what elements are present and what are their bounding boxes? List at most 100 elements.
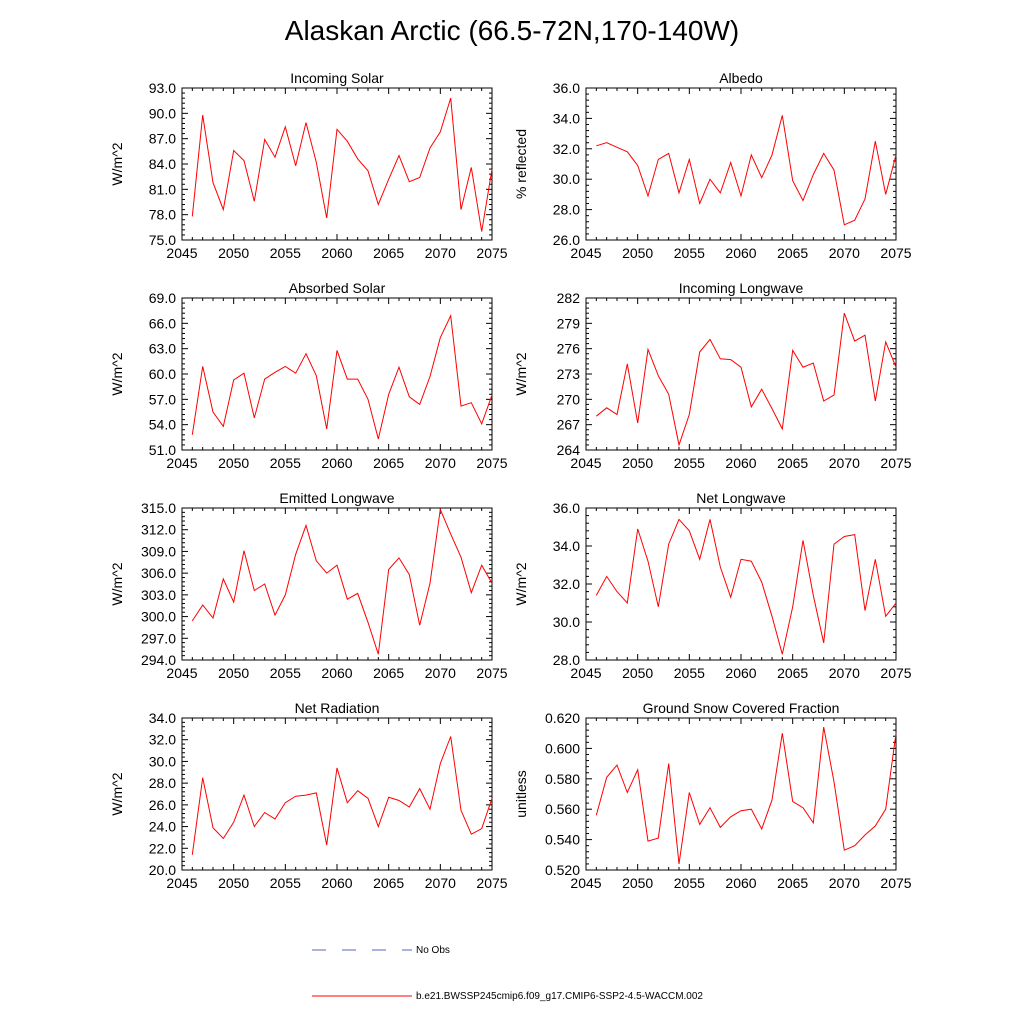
x-tick-label: 2075 xyxy=(880,245,911,261)
series-line-1 xyxy=(191,97,493,232)
series-line-1 xyxy=(191,507,493,655)
x-tick-label: 2060 xyxy=(725,245,756,261)
panel-6: Net Longwave W/m^2 2045 2050 2055 2060 2065 207… xyxy=(513,490,912,681)
y-axis-label: W/m^2 xyxy=(109,142,125,185)
y-tick-label: 34.0 xyxy=(553,110,580,126)
y-tick-label: 20.0 xyxy=(149,862,176,878)
figure-title: Alaskan Arctic (66.5-72N,170-140W) xyxy=(285,15,739,46)
x-tick-label: 2075 xyxy=(880,665,911,681)
y-tick-label: 0.600 xyxy=(545,740,580,756)
y-tick-label: 273 xyxy=(557,366,581,382)
y-tick-label: 0.520 xyxy=(545,862,580,878)
x-tick-label: 2070 xyxy=(829,245,860,261)
x-tick-label: 2070 xyxy=(425,665,456,681)
x-tick-label: 2070 xyxy=(829,875,860,891)
panel-title: Absorbed Solar xyxy=(289,280,386,296)
y-tick-label: 276 xyxy=(557,341,581,357)
panel-title: Incoming Solar xyxy=(290,70,384,86)
series-line-1 xyxy=(191,736,493,855)
x-tick-label: 2045 xyxy=(166,665,197,681)
x-tick-label: 2075 xyxy=(476,245,507,261)
y-tick-label: 30.0 xyxy=(149,753,176,769)
y-axis-label: W/m^2 xyxy=(513,352,529,395)
y-tick-label: 75.0 xyxy=(149,232,176,248)
y-axis-label: W/m^2 xyxy=(109,562,125,605)
y-tick-label: 0.560 xyxy=(545,801,580,817)
y-tick-label: 51.0 xyxy=(149,442,176,458)
y-tick-label: 303.0 xyxy=(141,587,176,603)
x-tick-label: 2075 xyxy=(476,455,507,471)
x-tick-label: 2070 xyxy=(425,875,456,891)
panel-3: Absorbed Solar W/m^2 2045 2050 2055 2060 2065 2… xyxy=(109,280,508,471)
panel-frame xyxy=(585,507,897,661)
y-tick-label: 294.0 xyxy=(141,652,176,668)
x-tick-label: 2050 xyxy=(218,245,249,261)
y-tick-label: 0.620 xyxy=(545,710,580,726)
panel-title: Emitted Longwave xyxy=(279,490,394,506)
series-line-1 xyxy=(191,313,493,440)
y-tick-label: 30.0 xyxy=(553,614,580,630)
y-tick-label: 32.0 xyxy=(149,732,176,748)
panel-4: Incoming Longwave W/m^2 2045 2050 2055 2060 20… xyxy=(513,280,912,471)
x-tick-label: 2070 xyxy=(425,245,456,261)
panel-title: Net Radiation xyxy=(295,700,380,716)
x-tick-label: 2050 xyxy=(622,245,653,261)
y-tick-label: 36.0 xyxy=(553,500,580,516)
y-tick-label: 312.0 xyxy=(141,522,176,538)
y-tick-label: 267 xyxy=(557,417,581,433)
x-tick-label: 2055 xyxy=(270,665,301,681)
x-tick-label: 2055 xyxy=(270,455,301,471)
x-tick-label: 2060 xyxy=(725,455,756,471)
x-tick-label: 2060 xyxy=(321,665,352,681)
x-tick-label: 2060 xyxy=(725,665,756,681)
panel-frame xyxy=(181,87,493,241)
y-tick-label: 28.0 xyxy=(149,775,176,791)
y-tick-label: 90.0 xyxy=(149,105,176,121)
y-tick-label: 63.0 xyxy=(149,341,176,357)
y-tick-label: 57.0 xyxy=(149,391,176,407)
x-tick-label: 2065 xyxy=(373,455,404,471)
y-tick-label: 0.580 xyxy=(545,771,580,787)
x-tick-label: 2045 xyxy=(570,455,601,471)
y-tick-label: 270 xyxy=(557,391,581,407)
x-tick-label: 2060 xyxy=(321,875,352,891)
y-tick-label: 26.0 xyxy=(149,797,176,813)
x-tick-label: 2055 xyxy=(270,875,301,891)
x-tick-label: 2045 xyxy=(166,875,197,891)
y-axis-label: W/m^2 xyxy=(513,562,529,605)
y-tick-label: 36.0 xyxy=(553,80,580,96)
panel-title: Ground Snow Covered Fraction xyxy=(643,700,840,716)
x-tick-label: 2055 xyxy=(674,875,705,891)
panel-1: Incoming Solar W/m^2 2045 2050 2055 2060 2065 2… xyxy=(109,70,508,261)
y-tick-label: 306.0 xyxy=(141,565,176,581)
y-tick-label: 84.0 xyxy=(149,156,176,172)
panel-5: Emitted Longwave W/m^2 2045 2050 2055 2060 206… xyxy=(109,490,508,681)
panel-2: Albedo % reflected 2045 2050 2055 2060 2065 207… xyxy=(513,70,912,261)
x-tick-label: 2070 xyxy=(829,455,860,471)
panel-frame xyxy=(585,297,897,451)
x-tick-label: 2065 xyxy=(373,875,404,891)
x-tick-label: 2050 xyxy=(218,455,249,471)
y-tick-label: 87.0 xyxy=(149,131,176,147)
y-tick-label: 32.0 xyxy=(553,141,580,157)
panel-frame xyxy=(585,717,897,871)
y-tick-label: 315.0 xyxy=(141,500,176,516)
x-tick-label: 2060 xyxy=(321,245,352,261)
y-tick-label: 300.0 xyxy=(141,609,176,625)
series-line-1 xyxy=(595,313,897,447)
y-tick-label: 34.0 xyxy=(149,710,176,726)
panel-8: Ground Snow Covered Fraction unitless 2045… xyxy=(513,700,912,891)
y-tick-label: 24.0 xyxy=(149,819,176,835)
x-tick-label: 2075 xyxy=(476,665,507,681)
y-tick-label: 0.540 xyxy=(545,832,580,848)
series-line-1 xyxy=(595,518,897,655)
series-line-1 xyxy=(596,115,897,226)
y-tick-label: 78.0 xyxy=(149,207,176,223)
x-tick-label: 2060 xyxy=(321,455,352,471)
y-axis-label: W/m^2 xyxy=(109,352,125,395)
x-tick-label: 2045 xyxy=(570,875,601,891)
y-tick-label: 279 xyxy=(557,315,581,331)
x-tick-label: 2060 xyxy=(725,875,756,891)
panel-frame xyxy=(181,297,493,451)
y-tick-label: 28.0 xyxy=(553,652,580,668)
